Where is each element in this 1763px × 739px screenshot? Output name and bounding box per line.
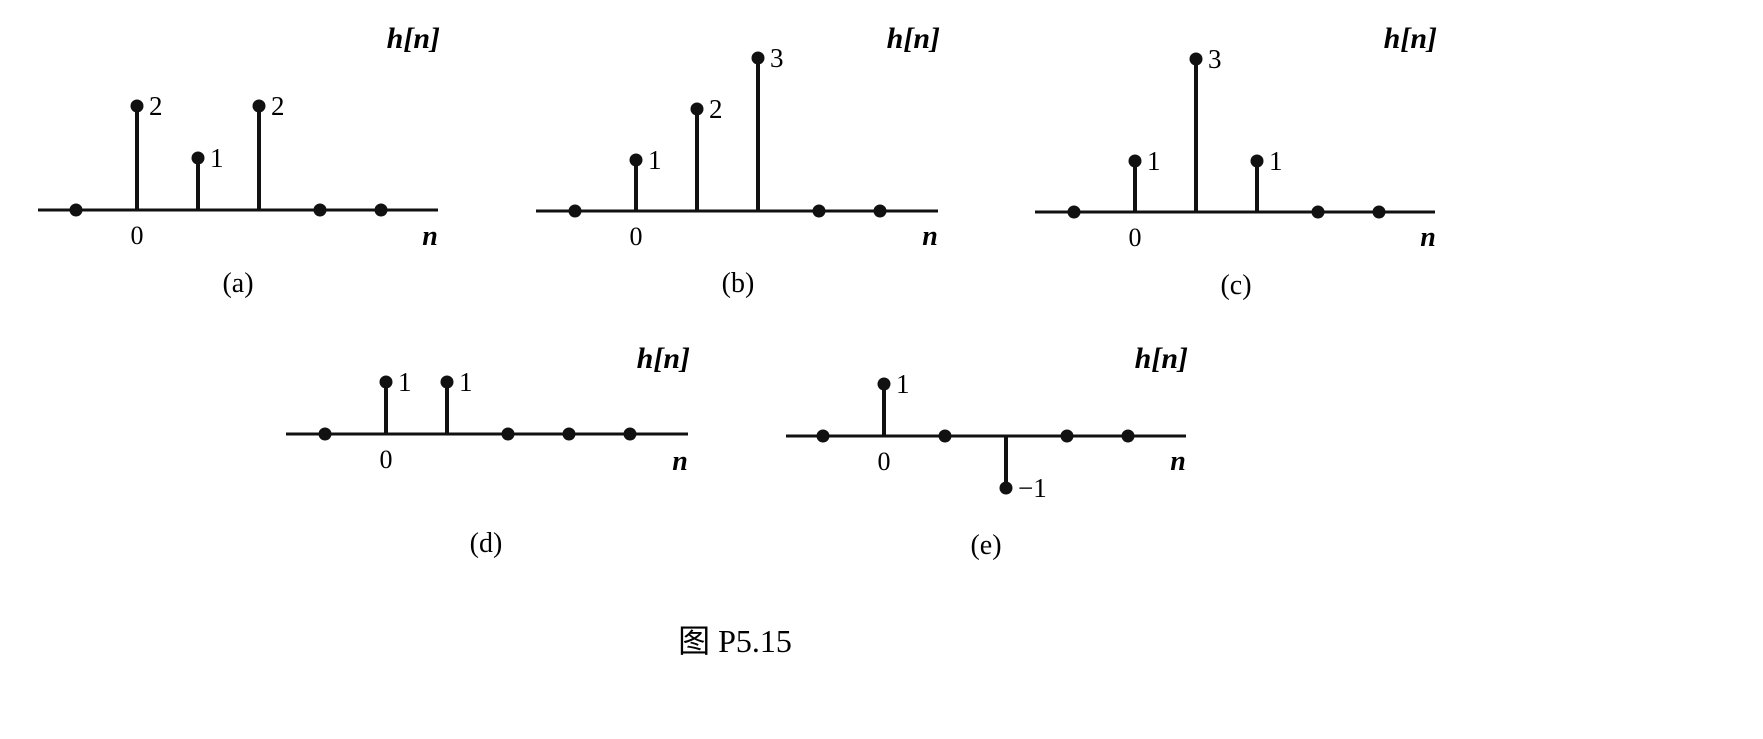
stem-value-label: 3 xyxy=(770,43,784,73)
stem-marker xyxy=(440,375,454,389)
stem-marker xyxy=(1189,52,1203,66)
stem-marker xyxy=(816,429,830,443)
stem-value-label: 1 xyxy=(459,367,473,397)
panel-label: (c) xyxy=(1220,270,1251,301)
stem-value-label: 2 xyxy=(709,94,723,124)
stem-panel-e: h[n] n 0 (e) 1 −1 xyxy=(786,342,1188,561)
y-axis-label: h[n] xyxy=(1135,342,1188,375)
stem-marker xyxy=(812,204,826,218)
stem-marker xyxy=(562,427,576,441)
panel-label: (d) xyxy=(470,528,503,559)
y-axis-label: h[n] xyxy=(1384,22,1437,55)
x-axis-label: n xyxy=(1170,446,1186,477)
stem-marker xyxy=(690,102,704,116)
stem-marker xyxy=(191,151,205,165)
stem-value-label: 2 xyxy=(149,91,163,121)
stem-value-label: 3 xyxy=(1208,44,1222,74)
stem-marker xyxy=(318,427,332,441)
stem-marker xyxy=(1121,429,1135,443)
y-axis-label: h[n] xyxy=(887,22,940,55)
x-axis-label: n xyxy=(422,221,438,252)
x-axis-label: n xyxy=(672,446,688,477)
stem-marker xyxy=(313,203,327,217)
stem-marker xyxy=(501,427,515,441)
stem-marker xyxy=(1372,205,1386,219)
x-tick-label: 0 xyxy=(1129,223,1142,252)
stem-value-label: 2 xyxy=(271,91,285,121)
stem-marker xyxy=(374,203,388,217)
stem-marker xyxy=(1060,429,1074,443)
x-tick-label: 0 xyxy=(878,447,891,476)
panel-label: (b) xyxy=(722,268,755,299)
panel-label: (a) xyxy=(222,268,253,299)
stem-marker xyxy=(1128,154,1142,168)
stem-marker xyxy=(999,481,1013,495)
x-tick-label: 0 xyxy=(630,222,643,251)
x-tick-label: 0 xyxy=(380,445,393,474)
stem-marker xyxy=(1311,205,1325,219)
stem-value-label: 1 xyxy=(210,143,224,173)
stem-marker xyxy=(751,51,765,65)
stem-panel-d: h[n] n 0 (d) 1 1 xyxy=(286,342,690,559)
stem-value-label: −1 xyxy=(1018,473,1047,503)
stem-marker xyxy=(623,427,637,441)
stem-marker xyxy=(379,375,393,389)
stem-value-label: 1 xyxy=(1147,146,1161,176)
stem-marker xyxy=(938,429,952,443)
x-axis-label: n xyxy=(1420,222,1436,253)
stem-marker xyxy=(130,99,144,113)
stem-marker xyxy=(69,203,83,217)
stem-value-label: 1 xyxy=(398,367,412,397)
x-axis-label: n xyxy=(922,221,938,252)
figure-caption: 图 P5.15 xyxy=(678,623,792,659)
y-axis-label: h[n] xyxy=(637,342,690,375)
stem-marker xyxy=(568,204,582,218)
stem-marker xyxy=(1250,154,1264,168)
stem-panel-c: h[n] n 0 (c) 1 3 1 xyxy=(1035,22,1437,301)
stem-value-label: 1 xyxy=(1269,146,1283,176)
stem-marker xyxy=(873,204,887,218)
stem-value-label: 1 xyxy=(896,369,910,399)
stem-panel-b: h[n] n 0 (b) 1 2 3 xyxy=(536,22,940,299)
x-tick-label: 0 xyxy=(131,221,144,250)
stem-marker xyxy=(629,153,643,167)
stem-panel-a: h[n] n 0 (a) 2 1 2 xyxy=(38,22,440,299)
stem-marker xyxy=(1067,205,1081,219)
stem-marker xyxy=(877,377,891,391)
stem-marker xyxy=(252,99,266,113)
stem-value-label: 1 xyxy=(648,145,662,175)
y-axis-label: h[n] xyxy=(387,22,440,55)
panel-label: (e) xyxy=(970,530,1001,561)
